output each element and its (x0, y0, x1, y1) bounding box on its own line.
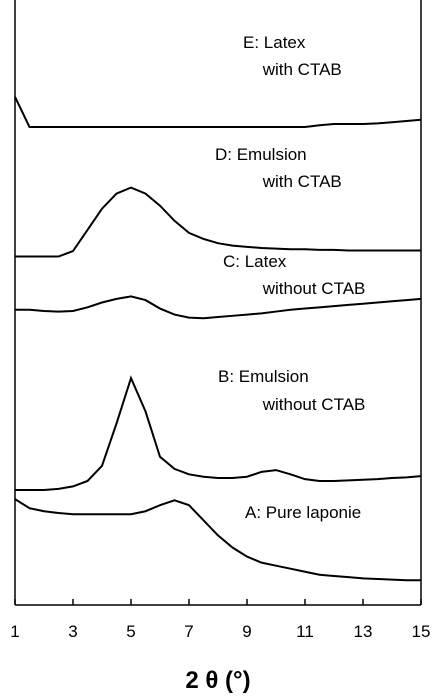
x-tick-label: 11 (296, 622, 314, 641)
series-line (15, 295, 422, 320)
x-tick-label: 7 (184, 622, 193, 641)
series-label: E: Latex with CTAB (243, 33, 342, 79)
x-tick-label: 5 (126, 622, 135, 641)
x-tick-label: 13 (354, 622, 373, 641)
x-tick-label: 1 (10, 622, 19, 641)
series-label: B: Emulsion without CTAB (218, 367, 365, 414)
series-line (15, 375, 422, 492)
x-axis-label: 2 θ (°) (185, 667, 250, 694)
series-line (14, 498, 421, 582)
series-label: D: Emulsion with CTAB (215, 145, 342, 191)
series-line (15, 186, 421, 258)
x-tick-label: 9 (242, 622, 251, 641)
series-label: C: Latex without CTAB (223, 252, 365, 298)
x-tick-label: 3 (68, 622, 77, 641)
x-tick-label: 15 (412, 622, 431, 641)
series-label: A: Pure laponie (245, 503, 361, 522)
series-line (14, 96, 422, 129)
